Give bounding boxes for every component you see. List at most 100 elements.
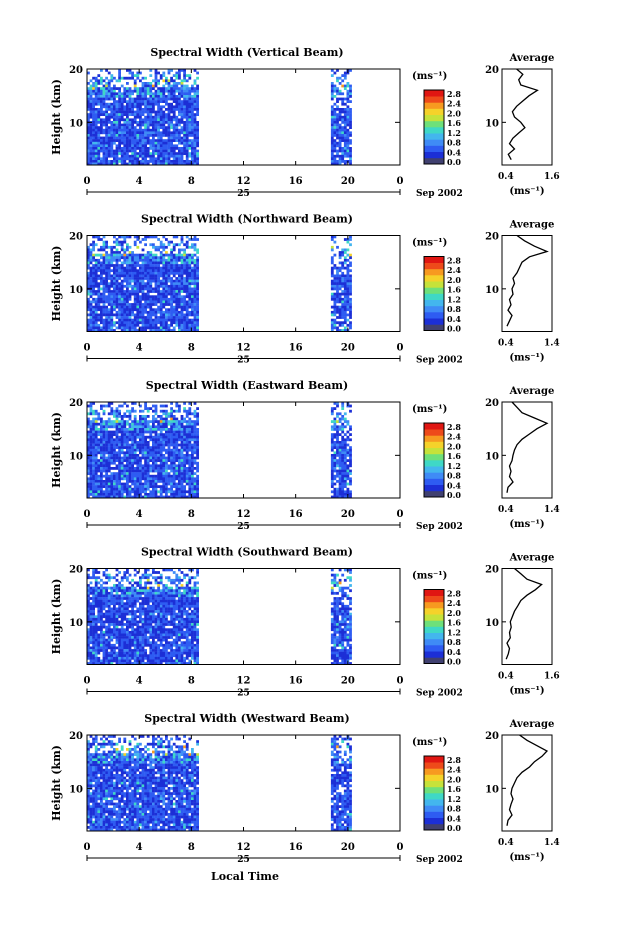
heatmap-cell [330, 482, 334, 486]
colorbar-swatch [424, 441, 444, 448]
heatmap-cell [146, 310, 150, 314]
heatmap-cell [146, 446, 150, 449]
heatmap-cell [162, 287, 166, 291]
heatmap-cell [115, 493, 119, 496]
heatmap-cell [175, 318, 179, 322]
heatmap-cell [123, 251, 127, 254]
heatmap-cell [343, 412, 347, 416]
heatmap-cell [185, 160, 189, 163]
heatmap-cell [139, 472, 142, 475]
heatmap-cell [97, 649, 101, 652]
heatmap-cell [338, 131, 342, 135]
heatmap-cell [113, 425, 116, 429]
heatmap-cell [172, 258, 176, 262]
heatmap-cell [333, 108, 337, 111]
heatmap-cell [338, 149, 342, 153]
heatmap-cell [330, 287, 334, 291]
heatmap-cell [185, 409, 189, 413]
heatmap-cell [159, 152, 163, 155]
heatmap-cell [105, 157, 108, 161]
heatmap-cell [178, 485, 181, 488]
heatmap-cell [193, 480, 197, 483]
heatmap-cell [141, 456, 145, 460]
heatmap-cell [157, 152, 160, 155]
heatmap-cell [139, 152, 142, 155]
heatmap-cell [157, 282, 160, 286]
heatmap-cell [183, 92, 186, 96]
heatmap-cell [175, 456, 179, 460]
heatmap-cell [162, 292, 166, 296]
heatmap-cell [97, 415, 101, 418]
heatmap-cell [196, 136, 199, 140]
heatmap-cell [188, 295, 192, 299]
heatmap-cell [341, 469, 345, 473]
heatmap-cell [196, 105, 199, 109]
heatmap-cell [196, 292, 199, 296]
heatmap-cell [139, 480, 142, 483]
heatmap-cell [172, 271, 176, 275]
heatmap-cell [131, 472, 134, 475]
heatmap-cell [191, 474, 194, 478]
heatmap-cell [180, 308, 184, 312]
heatmap-cell [172, 428, 176, 431]
heatmap-cell [107, 451, 111, 455]
heatmap-cell [102, 456, 106, 460]
heatmap-cell [185, 123, 189, 127]
heatmap-cell [89, 438, 93, 442]
heatmap-cell [170, 420, 173, 423]
heatmap-cell [120, 95, 124, 98]
heatmap-cell [346, 305, 350, 309]
heatmap-cell [133, 313, 137, 317]
heatmap-cell [180, 277, 184, 280]
heatmap-cell [120, 326, 124, 330]
heatmap-cell [343, 258, 347, 262]
heatmap-cell [92, 102, 95, 106]
heatmap-cell [343, 141, 347, 145]
heatmap-cell [120, 425, 124, 429]
heatmap-cell [113, 313, 116, 317]
heatmap-cell [178, 493, 181, 496]
heatmap-cell [183, 300, 186, 304]
heatmap-cell [107, 326, 111, 330]
heatmap-cell [152, 422, 155, 426]
heatmap-cell [193, 415, 197, 418]
heatmap-cell [110, 480, 114, 483]
heatmap-cell [185, 415, 189, 418]
heatmap-cell [196, 451, 199, 455]
heatmap-cell [165, 485, 168, 488]
heatmap-cell [159, 121, 163, 124]
heatmap-cell [343, 493, 347, 496]
heatmap-cell [133, 87, 137, 90]
heatmap-cell [92, 643, 95, 647]
heatmap-cell [188, 441, 192, 444]
heatmap-cell [141, 87, 145, 90]
heatmap-cell [115, 92, 119, 96]
heatmap-cell [115, 110, 119, 114]
heatmap-cell [123, 435, 127, 439]
heatmap-cell [118, 292, 121, 296]
heatmap-cell [152, 100, 155, 103]
heatmap-cell [183, 160, 186, 163]
heatmap-cell [154, 256, 158, 260]
heatmap-cell [126, 95, 129, 98]
heatmap-cell [343, 310, 347, 314]
heatmap-cell [152, 477, 155, 481]
heatmap-cell [97, 154, 101, 158]
heatmap-cell [165, 147, 168, 150]
heatmap-cell [107, 264, 111, 267]
heatmap-cell [333, 284, 337, 288]
heatmap-cell [94, 313, 98, 317]
heatmap-cell [123, 141, 127, 145]
heatmap-cell [100, 620, 103, 624]
heatmap-cell [183, 110, 186, 114]
heatmap-cell [144, 454, 147, 457]
heatmap-cell [113, 321, 116, 325]
heatmap-cell [188, 74, 192, 77]
heatmap-cell [92, 147, 95, 150]
heatmap-cell [123, 139, 127, 142]
heatmap-cell [188, 305, 192, 309]
heatmap-cell [330, 310, 334, 314]
heatmap-cell [157, 113, 160, 116]
heatmap-cell [154, 295, 158, 299]
heatmap-cell [115, 407, 119, 410]
